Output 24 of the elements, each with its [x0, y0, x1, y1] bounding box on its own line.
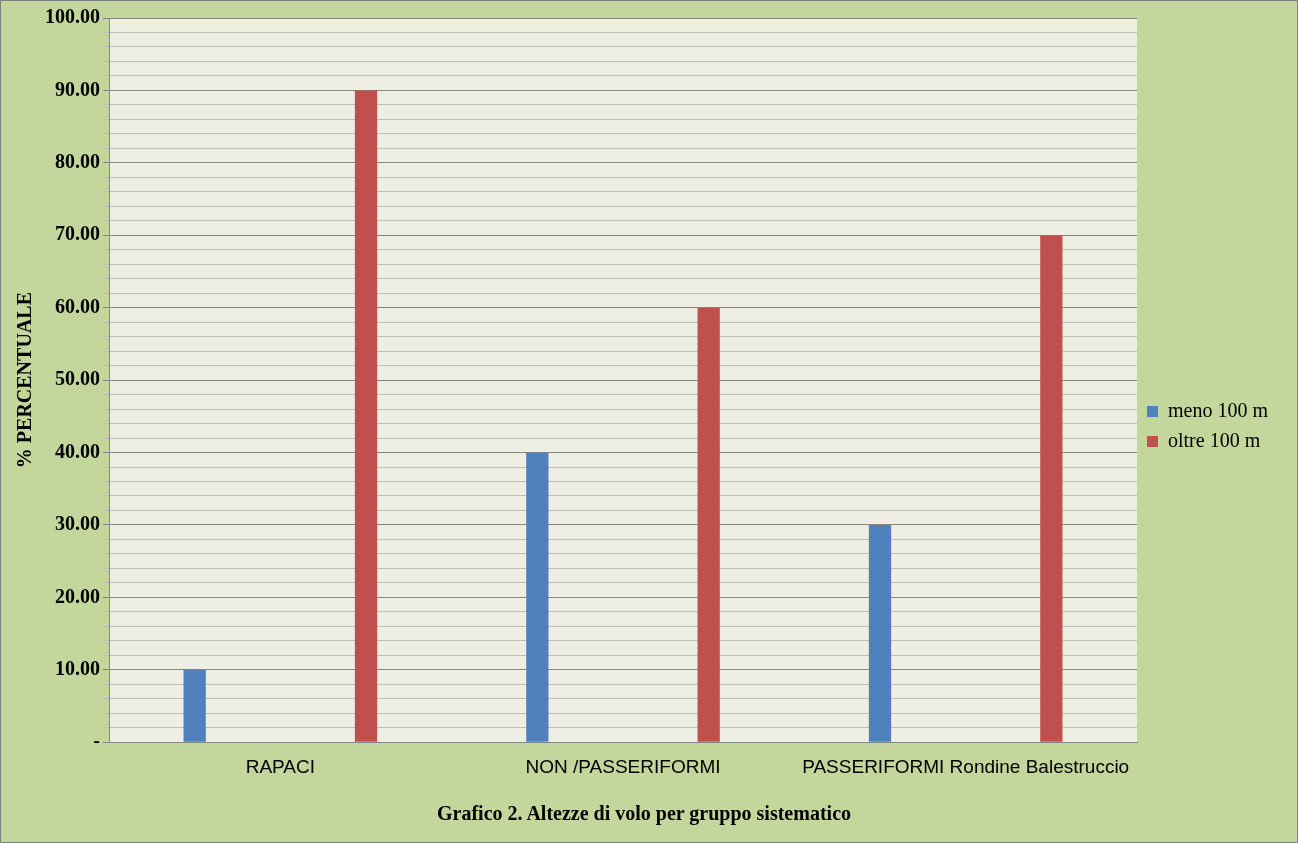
bar: [1040, 235, 1063, 742]
legend-label: oltre 100 m: [1168, 428, 1261, 451]
bar: [697, 307, 720, 742]
y-tick-label: 80.00: [55, 150, 100, 173]
x-tick-label: NON /PASSERIFORMI: [525, 755, 721, 777]
y-tick-label: 70.00: [55, 222, 100, 245]
y-tick-label: 90.00: [55, 77, 100, 100]
y-tick-label: 100.00: [45, 5, 100, 28]
x-tick-label: PASSERIFORMI Rondine Balestruccio: [802, 755, 1130, 777]
bar: [868, 524, 892, 742]
text: Grafico 2. Altezze di volo per gruppo sistematico: [436, 802, 852, 826]
bar: [354, 90, 378, 742]
y-tick-label: -: [93, 729, 100, 752]
y-tick-label: 40.00: [55, 439, 100, 462]
y-tick-label: 20.00: [55, 584, 100, 607]
y-tick-label: 50.00: [55, 367, 100, 390]
y-tick-label: 10.00: [55, 656, 100, 679]
x-tick-label: RAPACI: [245, 755, 316, 777]
bar: [526, 452, 549, 742]
y-axis-title: % PERCENTUALE: [13, 292, 36, 469]
bar: [183, 669, 206, 742]
legend-label: meno 100 m: [1168, 398, 1269, 421]
y-tick-label: 60.00: [55, 294, 100, 317]
y-tick-label: 30.00: [55, 512, 100, 535]
